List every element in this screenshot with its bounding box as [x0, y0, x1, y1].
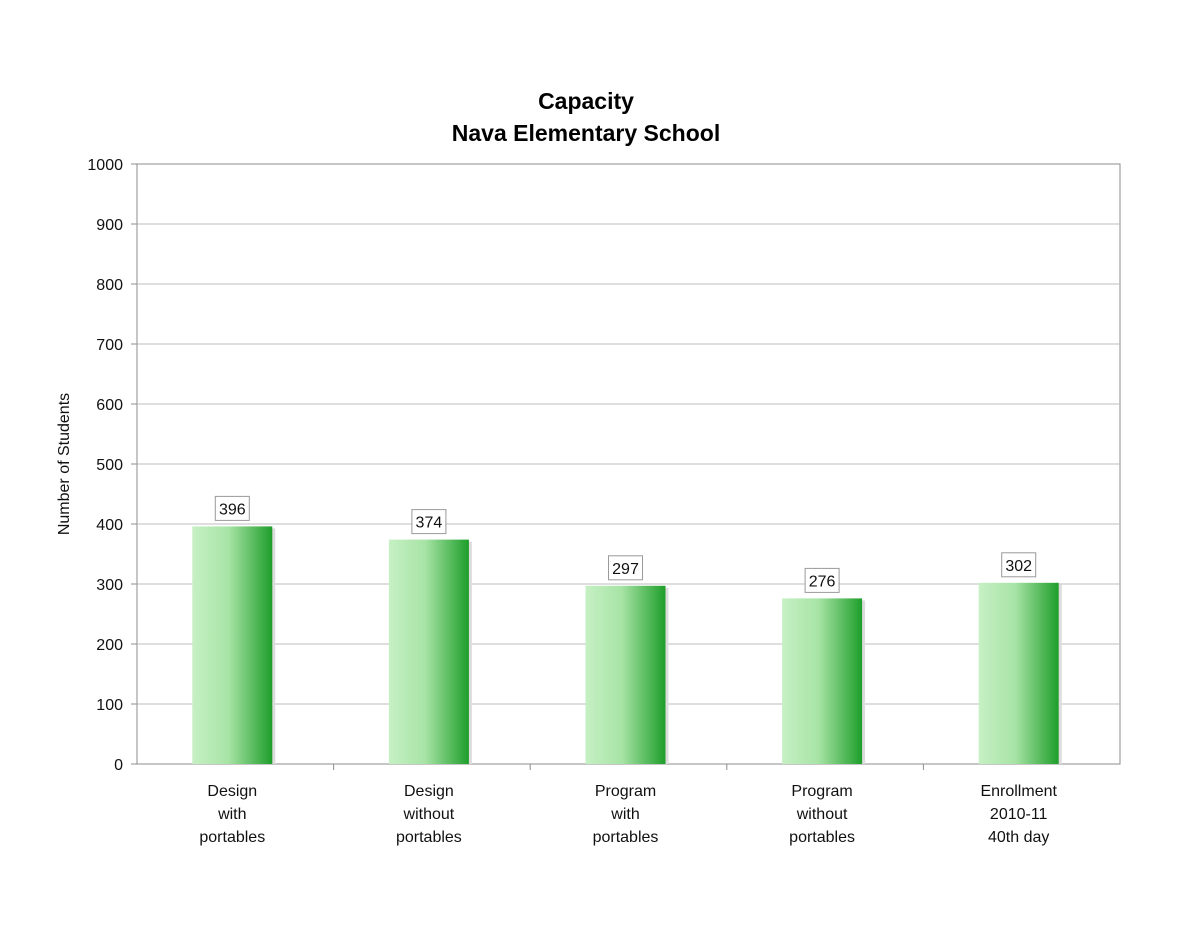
y-axis-ticks: 0 100 200 300 400 500 600 700 800 900 1000 [87, 157, 137, 774]
bar [782, 598, 863, 764]
x-category-label: with [217, 806, 246, 823]
y-tick-label: 600 [96, 397, 123, 414]
chart-title-line-2: Nava Elementary School [452, 120, 720, 146]
data-label: 302 [1005, 558, 1032, 575]
data-label: 374 [416, 515, 443, 532]
y-tick-label: 800 [96, 277, 123, 294]
y-tick-label: 100 [96, 697, 123, 714]
data-labels: 396 374 297 276 302 [214, 495, 1037, 593]
y-tick-label: 0 [114, 757, 123, 774]
y-tick-label: 400 [96, 517, 123, 534]
data-label-box [1001, 552, 1037, 578]
x-category-label: without [796, 806, 848, 823]
y-tick-label: 500 [96, 457, 123, 474]
x-category-label: Program [595, 783, 656, 800]
x-category-label: 40th day [988, 829, 1049, 846]
y-tick-label: 900 [96, 217, 123, 234]
data-label: 396 [219, 501, 246, 518]
data-label-box [608, 555, 643, 581]
x-category-label: with [610, 806, 639, 823]
bar [978, 582, 1059, 764]
x-category-label: Enrollment [980, 783, 1057, 800]
data-label: 276 [809, 573, 836, 590]
x-category-label: portables [199, 829, 265, 846]
x-category-label: portables [789, 829, 855, 846]
x-category-label: portables [396, 829, 462, 846]
x-category-label: portables [593, 829, 659, 846]
data-label-box [804, 567, 840, 593]
x-category-label: without [403, 806, 455, 823]
bar [585, 585, 666, 764]
data-label-box [411, 509, 447, 535]
x-category-label: Design [404, 783, 454, 800]
chart-title-line-1: Capacity [538, 88, 634, 114]
y-axis-label: Number of Students [56, 393, 73, 535]
bar [388, 539, 469, 764]
data-label-box [214, 495, 250, 521]
x-category-label: 2010-11 [990, 806, 1048, 823]
x-category-label: Design [207, 783, 257, 800]
x-axis-categories: Design with portables Design without portable… [199, 764, 1057, 846]
y-tick-label: 300 [96, 577, 123, 594]
data-label: 297 [612, 561, 639, 578]
y-tick-label: 700 [96, 337, 123, 354]
y-tick-label: 200 [96, 637, 123, 654]
bars [192, 526, 1062, 764]
y-tick-label: 1000 [87, 157, 123, 174]
x-category-label: Program [791, 783, 852, 800]
bar [192, 526, 273, 764]
grid-lines [137, 223, 1120, 705]
